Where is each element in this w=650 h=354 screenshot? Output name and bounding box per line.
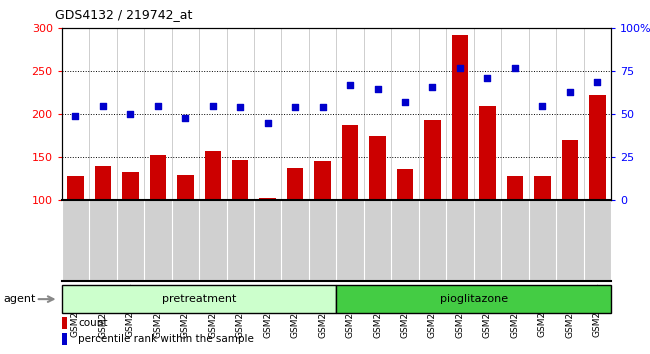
- Text: pioglitazone: pioglitazone: [439, 294, 508, 304]
- Point: [455, 65, 465, 71]
- Bar: [342, 125, 358, 200]
- Bar: [424, 120, 441, 200]
- Bar: [177, 176, 194, 200]
- Bar: [369, 136, 386, 200]
- Point: [263, 120, 273, 126]
- Point: [207, 103, 218, 109]
- Bar: [337, 285, 611, 313]
- Point: [482, 75, 493, 81]
- Point: [565, 89, 575, 95]
- Point: [427, 84, 437, 90]
- Bar: [62, 285, 337, 313]
- Bar: [62, 317, 67, 329]
- Point: [235, 105, 246, 110]
- Point: [70, 113, 81, 119]
- Point: [510, 65, 520, 71]
- Point: [290, 105, 300, 110]
- Text: GDS4132 / 219742_at: GDS4132 / 219742_at: [55, 8, 192, 21]
- Bar: [259, 198, 276, 200]
- Bar: [95, 166, 111, 200]
- Point: [180, 115, 190, 121]
- Bar: [67, 176, 84, 200]
- Bar: [562, 140, 578, 200]
- Point: [317, 105, 328, 110]
- Point: [372, 86, 383, 91]
- Point: [125, 112, 136, 117]
- Point: [345, 82, 356, 88]
- Bar: [506, 176, 523, 200]
- Bar: [315, 161, 331, 200]
- Text: pretreatment: pretreatment: [162, 294, 236, 304]
- Bar: [396, 169, 413, 200]
- Bar: [62, 333, 67, 345]
- Point: [98, 103, 108, 109]
- Bar: [534, 176, 551, 200]
- Point: [400, 99, 410, 105]
- Point: [153, 103, 163, 109]
- Point: [537, 103, 547, 109]
- Bar: [205, 152, 221, 200]
- Bar: [232, 160, 248, 200]
- Point: [592, 79, 603, 85]
- Bar: [287, 168, 304, 200]
- Bar: [122, 172, 138, 200]
- Text: count: count: [78, 318, 108, 328]
- Bar: [589, 96, 606, 200]
- Bar: [150, 155, 166, 200]
- Bar: [479, 106, 496, 200]
- Bar: [452, 35, 468, 200]
- Text: percentile rank within the sample: percentile rank within the sample: [78, 334, 254, 344]
- Text: agent: agent: [3, 294, 36, 304]
